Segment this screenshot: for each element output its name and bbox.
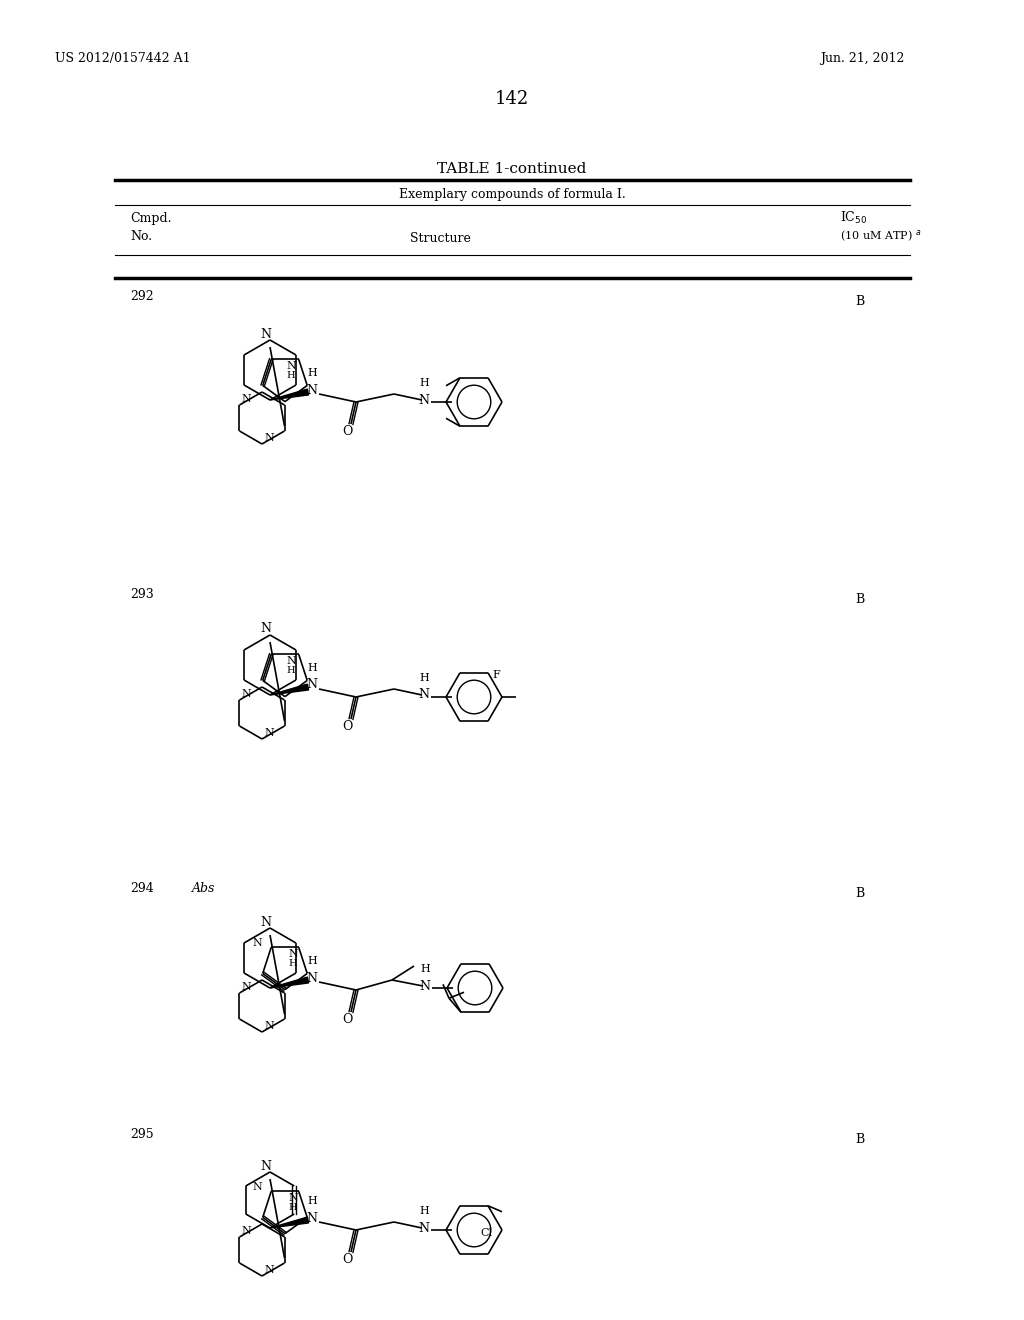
Text: N: N: [419, 1221, 429, 1234]
Text: N: N: [419, 689, 429, 701]
Text: O: O: [342, 1253, 352, 1266]
Polygon shape: [270, 977, 308, 987]
Text: N: N: [264, 1265, 273, 1275]
Text: H: H: [419, 673, 429, 682]
Text: N: N: [306, 1212, 317, 1225]
Text: O: O: [342, 719, 352, 733]
Text: B: B: [855, 593, 864, 606]
Text: 292: 292: [130, 290, 154, 304]
Text: H: H: [307, 956, 316, 966]
Text: IC$_{50}$: IC$_{50}$: [840, 210, 867, 226]
Text: 293: 293: [130, 587, 154, 601]
Polygon shape: [270, 389, 308, 400]
Text: N: N: [252, 1183, 262, 1192]
Text: H: H: [419, 1206, 429, 1216]
Text: Structure: Structure: [410, 232, 470, 246]
Text: N: N: [306, 972, 317, 985]
Text: B: B: [855, 887, 864, 900]
Text: N: N: [419, 393, 429, 407]
Text: H: H: [287, 667, 295, 676]
Text: N: N: [420, 979, 430, 993]
Text: N: N: [242, 689, 251, 700]
Text: (10 uM ATP) $^a$: (10 uM ATP) $^a$: [840, 228, 922, 243]
Text: H: H: [289, 1204, 297, 1212]
Text: N: N: [252, 939, 262, 948]
Text: N: N: [260, 623, 271, 635]
Text: N: N: [264, 1020, 273, 1031]
Text: Cl: Cl: [480, 1228, 492, 1238]
Text: N: N: [260, 327, 271, 341]
Text: B: B: [855, 294, 864, 308]
Text: O: O: [342, 425, 352, 438]
Text: 295: 295: [130, 1129, 154, 1140]
Text: H: H: [289, 960, 297, 969]
Text: N: N: [242, 982, 251, 993]
Text: N: N: [242, 1226, 251, 1236]
Text: H: H: [307, 663, 316, 673]
Polygon shape: [270, 1217, 308, 1228]
Text: N: N: [264, 433, 273, 444]
Text: N: N: [287, 656, 297, 667]
Text: H: H: [287, 371, 295, 380]
Text: Cmpd.: Cmpd.: [130, 213, 171, 224]
Text: B: B: [855, 1133, 864, 1146]
Text: US 2012/0157442 A1: US 2012/0157442 A1: [55, 51, 190, 65]
Text: N: N: [306, 384, 317, 396]
Text: F: F: [492, 669, 500, 680]
Text: Jun. 21, 2012: Jun. 21, 2012: [820, 51, 904, 65]
Text: 294: 294: [130, 882, 154, 895]
Text: N: N: [260, 1159, 271, 1172]
Text: H: H: [307, 1196, 316, 1206]
Text: N: N: [306, 678, 317, 692]
Text: TABLE 1-continued: TABLE 1-continued: [437, 162, 587, 176]
Text: H: H: [420, 964, 430, 974]
Text: Exemplary compounds of formula I.: Exemplary compounds of formula I.: [398, 187, 626, 201]
Text: N: N: [260, 916, 271, 928]
Text: N: N: [242, 393, 251, 404]
Text: H: H: [307, 368, 316, 378]
Text: N: N: [289, 949, 298, 960]
Text: Abs: Abs: [193, 882, 215, 895]
Text: N: N: [289, 1193, 298, 1204]
Text: No.: No.: [130, 230, 153, 243]
Polygon shape: [270, 684, 308, 696]
Text: N: N: [264, 729, 273, 738]
Text: H: H: [419, 378, 429, 388]
Text: O: O: [342, 1012, 352, 1026]
Text: N: N: [287, 362, 297, 371]
Text: 142: 142: [495, 90, 529, 108]
